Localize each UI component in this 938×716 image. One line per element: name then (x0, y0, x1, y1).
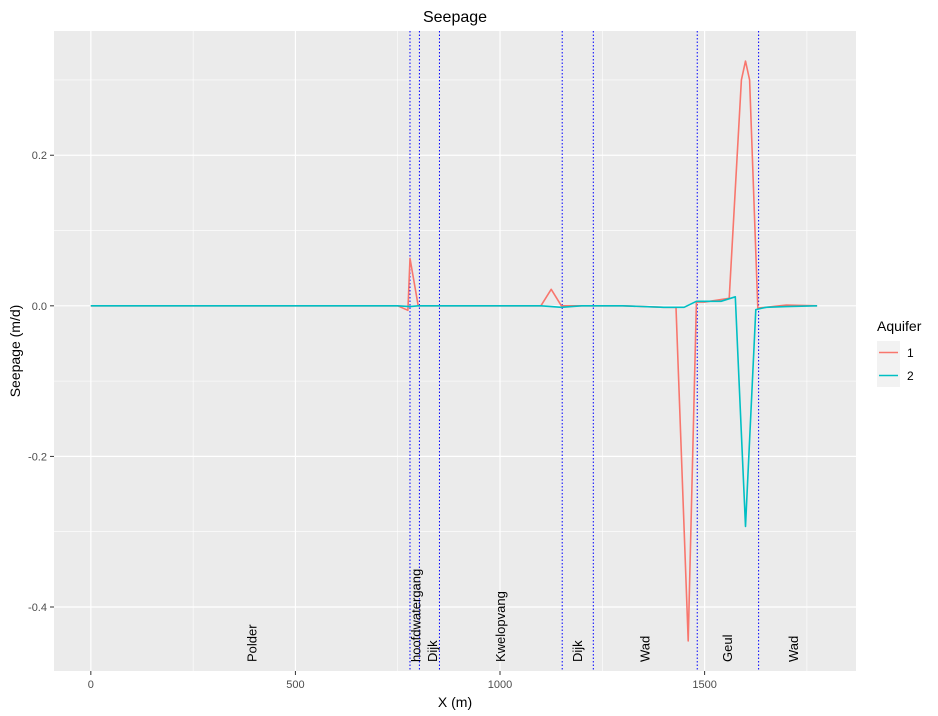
x-tick-label: 0 (88, 679, 94, 691)
series-line-2 (90, 295, 818, 528)
y-tick-label: -0.2 (28, 451, 47, 463)
y-tick-label: 0.0 (32, 301, 47, 313)
region-label: Dijk (425, 640, 440, 662)
legend-label: 1 (907, 346, 914, 360)
legend-title: Aquifer (877, 318, 922, 334)
y-tick-label: -0.4 (28, 602, 47, 614)
x-tick-label: 1000 (488, 679, 512, 691)
y-axis-ticks: -0.4 -0.2 0.0 0.2 (28, 150, 54, 614)
region-label: Dijk (570, 640, 585, 662)
legend-label: 2 (907, 369, 914, 383)
x-tick-label: 1500 (692, 679, 716, 691)
x-axis-ticks: 0 500 1000 1500 (88, 671, 717, 691)
y-tick-label: 0.2 (32, 150, 47, 162)
y-axis-title: Seepage (m/d) (7, 305, 23, 398)
x-axis-title: X (m) (438, 694, 472, 710)
chart-title: Seepage (423, 9, 487, 26)
panel-background (54, 31, 856, 671)
region-label: hoofdwatergang (409, 569, 424, 662)
region-label: Kwelopvang (493, 591, 508, 662)
region-label: Polder (244, 624, 259, 662)
region-label: Geul (720, 634, 735, 662)
region-label: Wad (786, 636, 801, 662)
plot-panel: Polder hoofdwatergang Dijk Kwelopvang Dijk Wa… (54, 31, 856, 671)
region-label: Wad (637, 636, 652, 662)
x-tick-label: 500 (286, 679, 304, 691)
legend: Aquifer 1 2 (877, 318, 922, 387)
